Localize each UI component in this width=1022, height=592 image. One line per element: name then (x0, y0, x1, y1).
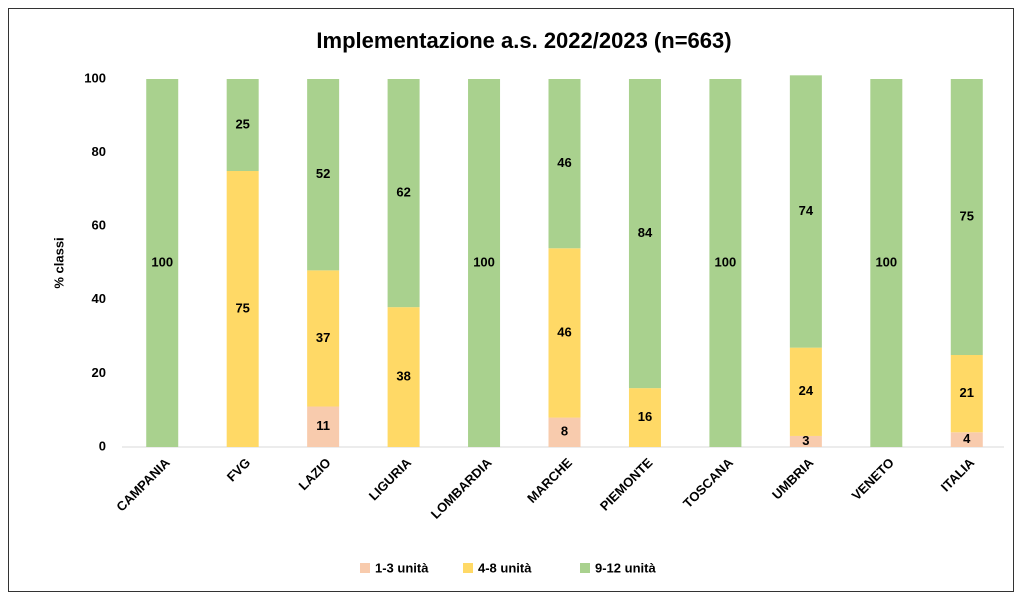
data-label: 100 (715, 254, 737, 269)
y-tick-label: 100 (84, 70, 106, 85)
bar-segment (307, 406, 340, 447)
bar-segment (950, 79, 983, 355)
legend-swatch (580, 563, 590, 573)
bar-segment (548, 248, 581, 418)
legend-swatch (360, 563, 370, 573)
y-tick-label: 40 (92, 291, 106, 306)
legend-label: 1-3 unità (375, 560, 429, 575)
data-label: 74 (799, 203, 814, 218)
data-label: 11 (316, 418, 330, 433)
bar-segment (789, 347, 822, 436)
bar-segment (307, 270, 340, 407)
data-label: 25 (235, 116, 249, 131)
data-label: 16 (638, 409, 652, 424)
bar-segment (789, 75, 822, 348)
bar-segment (628, 388, 661, 447)
bar-segment (548, 417, 581, 447)
data-label: 75 (960, 208, 974, 223)
bar-segment (709, 79, 742, 447)
data-label: 21 (960, 385, 974, 400)
legend-swatch (463, 563, 473, 573)
bar-segment (950, 355, 983, 433)
bar-segment (146, 79, 179, 447)
legend-label: 4-8 unità (478, 560, 532, 575)
bar-segment (870, 79, 903, 447)
bar-segment (387, 79, 420, 308)
data-label: 37 (316, 330, 330, 345)
bar-segment (468, 79, 501, 447)
data-label: 84 (638, 225, 653, 240)
y-tick-label: 80 (92, 144, 106, 159)
data-label: 46 (557, 324, 571, 339)
bar-segment (789, 435, 822, 447)
bar-segment (226, 171, 259, 447)
chart-title: Implementazione a.s. 2022/2023 (n=663) (316, 28, 731, 53)
legend-label: 9-12 unità (595, 560, 656, 575)
data-label: 24 (799, 383, 814, 398)
y-tick-label: 0 (99, 438, 106, 453)
data-label: 75 (235, 300, 249, 315)
data-label: 4 (963, 431, 971, 446)
data-label: 8 (561, 424, 568, 439)
bar-segment (387, 307, 420, 447)
y-tick-label: 60 (92, 218, 106, 233)
bar-segment (226, 79, 259, 171)
data-label: 100 (473, 254, 495, 269)
data-label: 62 (396, 185, 410, 200)
y-tick-label: 20 (92, 365, 106, 380)
bar-segment (950, 432, 983, 447)
data-label: 100 (151, 254, 173, 269)
data-label: 46 (557, 155, 571, 170)
data-label: 3 (802, 433, 809, 448)
data-label: 52 (316, 166, 330, 181)
data-label: 100 (875, 254, 897, 269)
bar-segment (548, 79, 581, 249)
bar-segment (307, 79, 340, 271)
y-axis-label: % classi (51, 237, 66, 288)
bar-segment (628, 79, 661, 389)
data-label: 38 (396, 369, 410, 384)
